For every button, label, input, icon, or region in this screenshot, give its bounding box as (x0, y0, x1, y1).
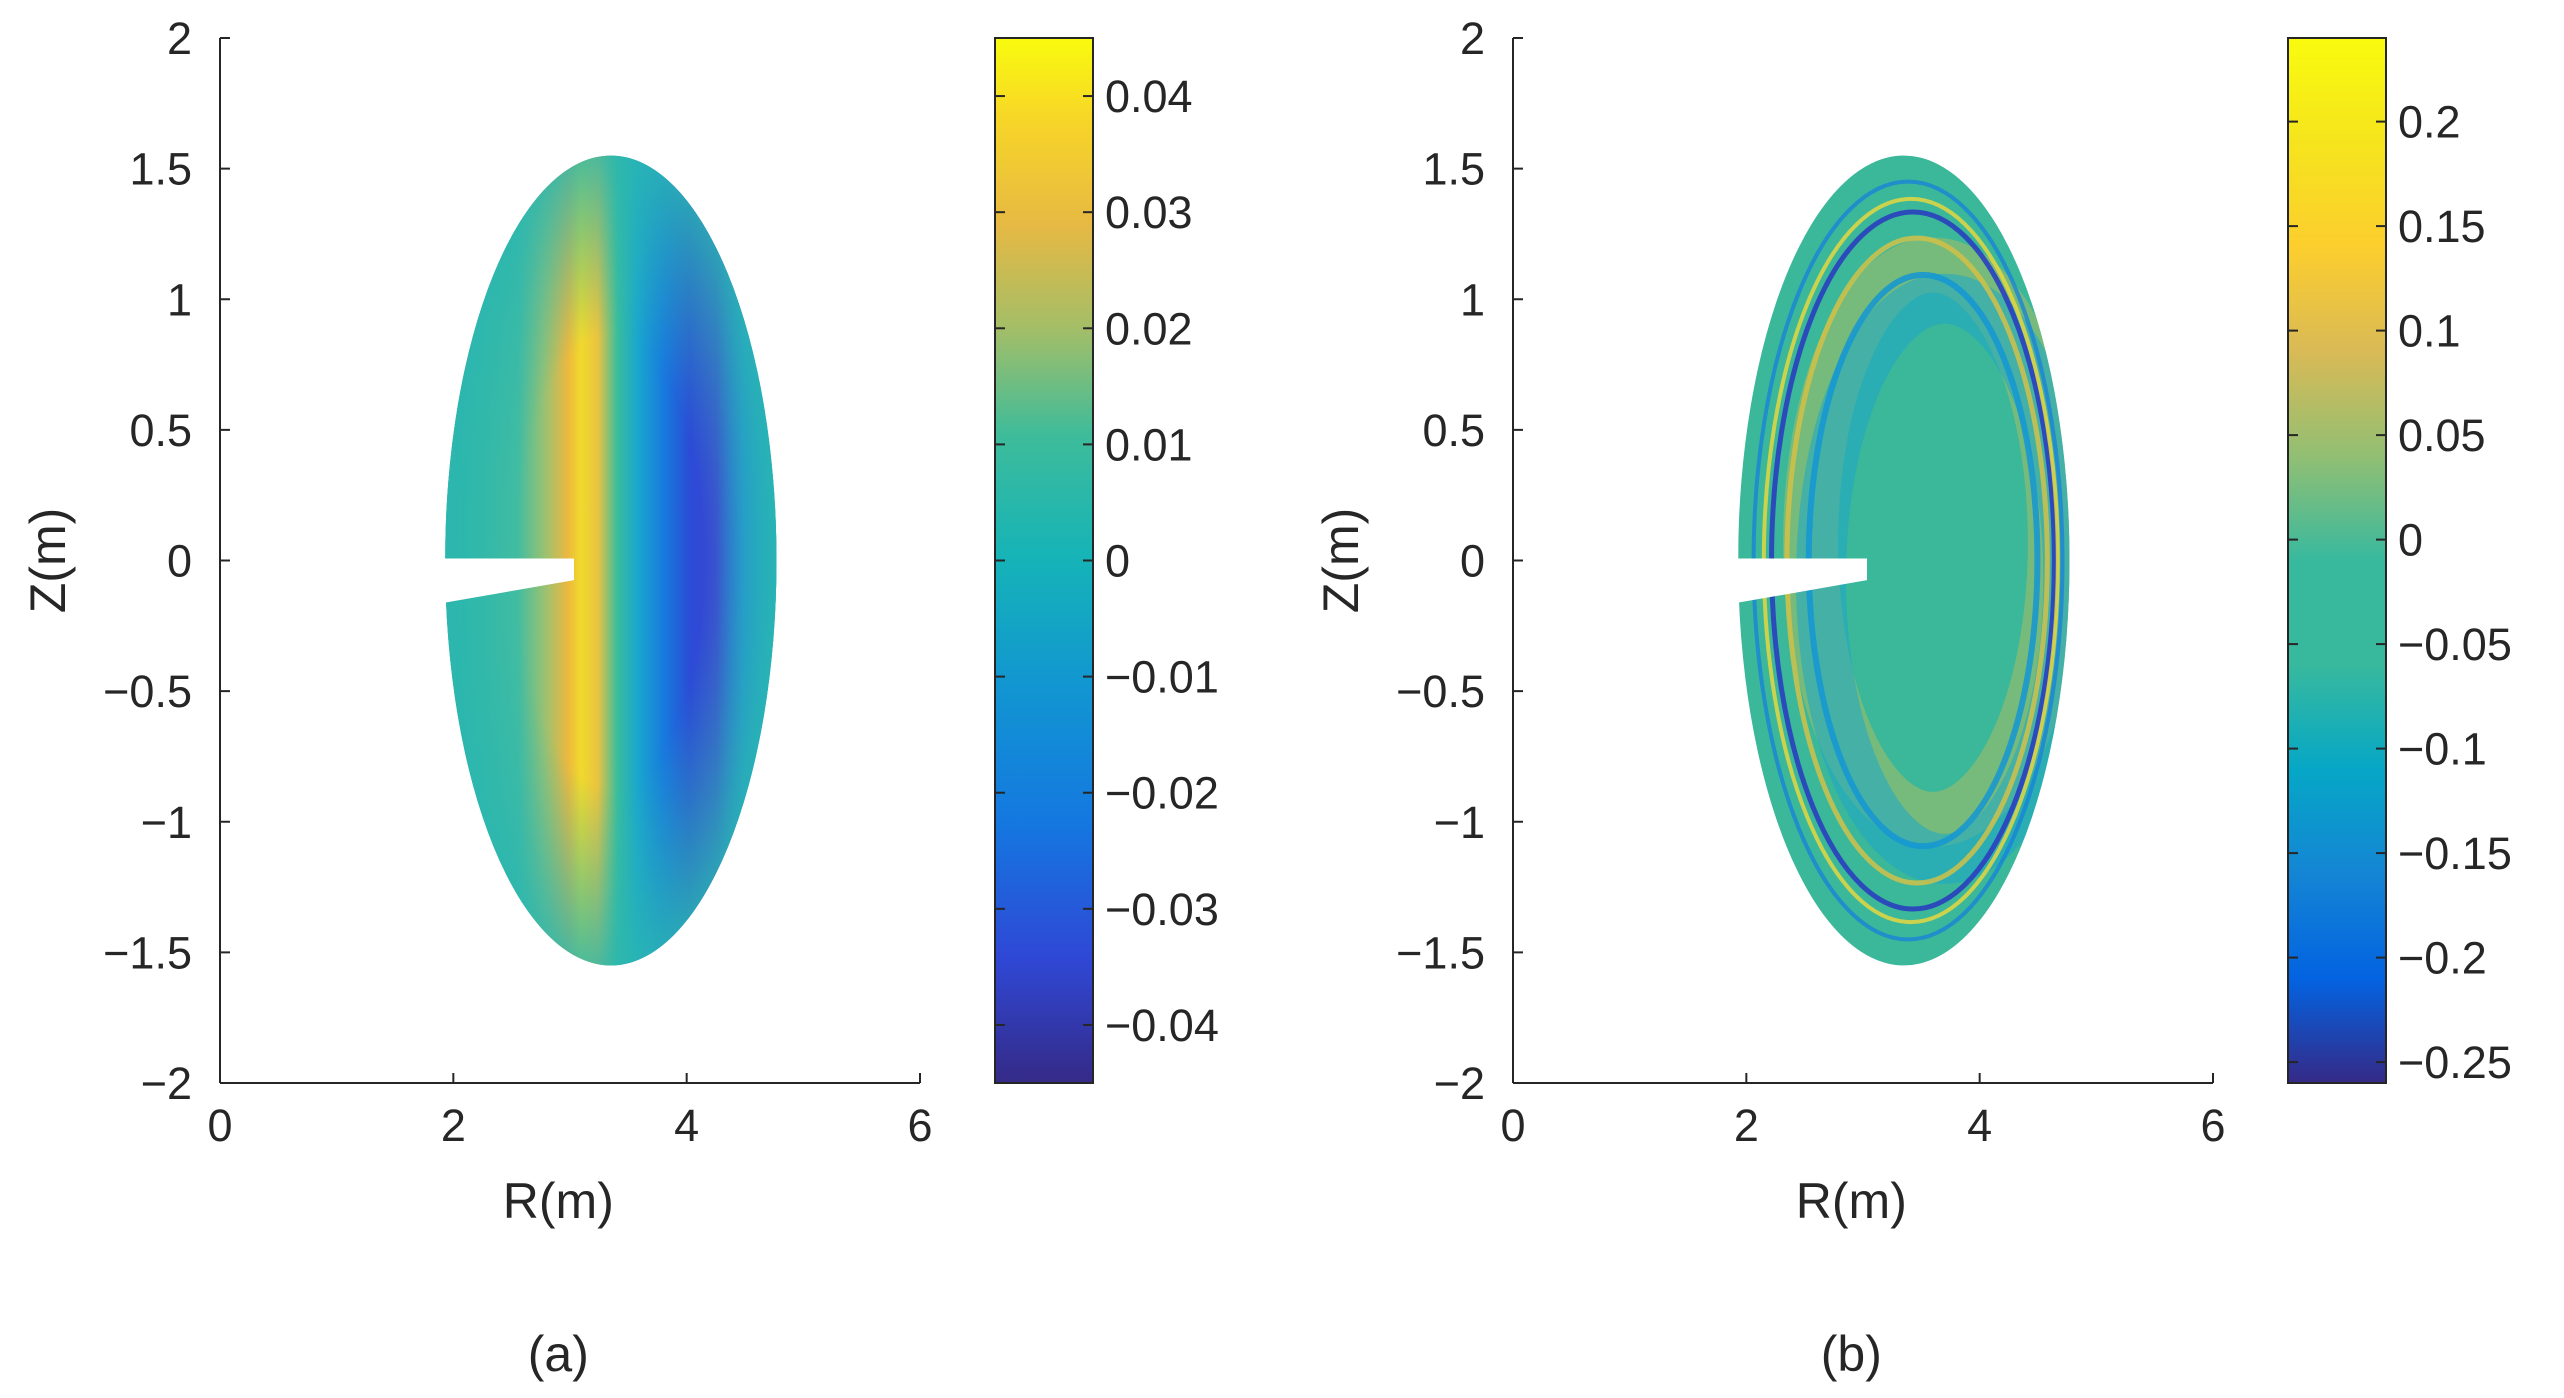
y-tick-label: 1.5 (129, 144, 192, 195)
y-axis-label-a: Z(m) (20, 508, 76, 614)
colorbar-ticks-a: 0.04 0.03 0.02 0.01 0 −0.01 −0.02 −0.03 −0.04 (995, 71, 1219, 1051)
colorbar-tick-label: −0.03 (1105, 884, 1219, 935)
colorbar-tick-label: 0.02 (1105, 303, 1193, 354)
colorbar-tick-label: 0.05 (2398, 410, 2486, 461)
x-tick-label: 2 (1734, 1100, 1759, 1151)
x-tick-label: 6 (2200, 1100, 2225, 1151)
x-tick-label: 4 (674, 1100, 699, 1151)
y-tick-label: −2 (141, 1058, 192, 1109)
y-tick-label: 0 (1460, 536, 1485, 587)
axes-b: 0 2 4 6 −2 −1.5 −1 −0.5 0 0.5 1 1.5 2 (1396, 13, 2225, 1151)
y-tick-label: −1 (141, 797, 192, 848)
cut-gap-a (435, 558, 574, 605)
axes-a: 0 2 4 6 −2 −1.5 −1 −0.5 0 0.5 1 1.5 2 (103, 13, 932, 1151)
colorbar-tick-label: 0.2 (2398, 97, 2461, 148)
colorbar-tick-label: 0.15 (2398, 201, 2486, 252)
colorbar-tick-label: −0.2 (2398, 933, 2487, 984)
y-tick-label: −0.5 (1396, 666, 1485, 717)
colorbar-tick-label: 0.01 (1105, 419, 1193, 470)
colorbar-tick-label: 0.04 (1105, 71, 1193, 122)
colorbar-b (2287, 37, 2387, 1084)
y-tick-label: 1.5 (1422, 144, 1485, 195)
colorbar-tick-label: −0.05 (2398, 619, 2512, 670)
y-tick-label: −2 (1434, 1058, 1485, 1109)
y-tick-label: −1 (1434, 797, 1485, 848)
colorbar-tick-label: −0.02 (1105, 768, 1219, 819)
x-tick-label: 6 (907, 1100, 932, 1151)
y-tick-label: 1 (167, 274, 192, 325)
colorbar-ticks-b: 0.2 0.15 0.1 0.05 0 −0.05 −0.1 −0.15 −0.2 −0.25 (2288, 97, 2512, 1088)
y-tick-label: 0 (167, 536, 192, 587)
y-tick-label: 2 (167, 13, 192, 64)
caption-a: (a) (528, 1326, 589, 1382)
y-tick-label: 0.5 (129, 405, 192, 456)
x-axis-label-a: R(m) (503, 1173, 614, 1229)
caption-b: (b) (1821, 1326, 1882, 1382)
y-tick-label: −1.5 (103, 927, 192, 978)
colorbar-tick-label: −0.15 (2398, 828, 2512, 879)
colorbar-tick-label: −0.01 (1105, 652, 1219, 703)
x-tick-label: 0 (1500, 1100, 1525, 1151)
colorbar-a (994, 37, 1094, 1084)
colorbar-tick-label: −0.04 (1105, 1000, 1219, 1051)
x-tick-label: 4 (1967, 1100, 1992, 1151)
panel-b: 0 2 4 6 −2 −1.5 −1 −0.5 0 0.5 1 1.5 2 0.2 0.15 0.1 0.05… (1313, 13, 2512, 1382)
y-axis-label-b: Z(m) (1313, 508, 1369, 614)
colorbar-tick-label: −0.25 (2398, 1037, 2512, 1088)
y-tick-label: −0.5 (103, 666, 192, 717)
panel-a: 0 2 4 6−2−1.5−1−0.500.511.52 0.040.030.020.… (20, 13, 1219, 1382)
colorbar-tick-label: 0.03 (1105, 187, 1193, 238)
heatmap-a (445, 155, 777, 966)
y-tick-label: 2 (1460, 13, 1485, 64)
colorbar-tick-label: 0 (2398, 515, 2423, 566)
colorbar-tick-label: 0 (1105, 536, 1130, 587)
y-tick-label: 0.5 (1422, 405, 1485, 456)
colorbar-tick-label: 0.1 (2398, 306, 2461, 357)
y-tick-label: −1.5 (1396, 927, 1485, 978)
field-fade-a (445, 155, 777, 966)
x-tick-label: 2 (441, 1100, 466, 1151)
colorbar-tick-label: −0.1 (2398, 724, 2487, 775)
y-tick-label: 1 (1460, 274, 1485, 325)
x-tick-label: 0 (207, 1100, 232, 1151)
x-axis-label-b: R(m) (1796, 1173, 1907, 1229)
cut-gap-b (1728, 558, 1867, 605)
